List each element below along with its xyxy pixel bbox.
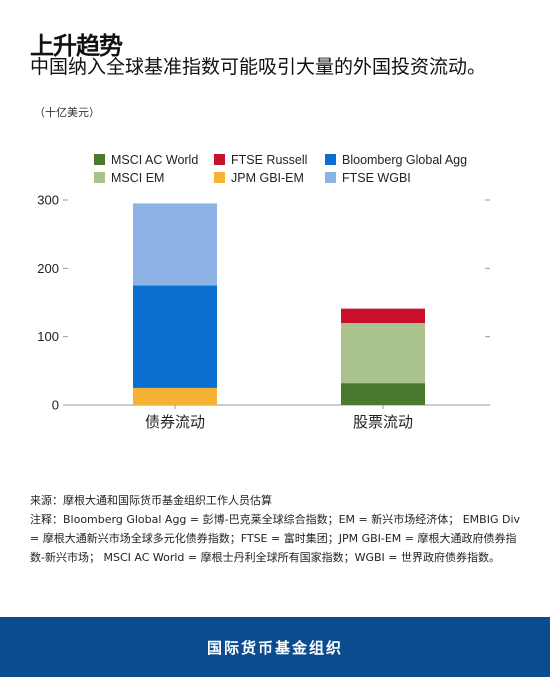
x-tick-label-0: 债券流动 xyxy=(145,413,205,431)
bar-segment-1-msci-ac-world xyxy=(341,383,425,405)
y-tick-label-300: 300 xyxy=(37,193,59,208)
footnote: 注释：Bloomberg Global Agg = 彭博-巴克莱全球综合指数；E… xyxy=(30,513,521,564)
legend-label-ftse-wgbi: FTSE WGBI xyxy=(342,171,411,185)
x-tick-label-1: 股票流动 xyxy=(353,413,413,431)
y-tick-label-100: 100 xyxy=(37,329,59,344)
footer-bar: 国际货币基金组织 xyxy=(0,617,550,677)
source-note: 来源：摩根大通和国际货币基金组织工作人员估算 xyxy=(30,494,272,507)
legend-label-jpm-gbi-em: JPM GBI-EM xyxy=(231,171,304,185)
chart-bars xyxy=(133,203,425,405)
legend-swatch-jpm-gbi-em xyxy=(214,172,225,183)
legend-label-msci-em: MSCI EM xyxy=(111,171,164,185)
legend-label-msci-ac-world: MSCI AC World xyxy=(111,153,198,167)
bar-segment-0-ftse-wgbi xyxy=(133,203,217,286)
bar-segment-1-msci-em xyxy=(341,323,425,384)
bar-segment-0-bloomberg-global-agg xyxy=(133,285,217,388)
legend-label-ftse-russell: FTSE Russell xyxy=(231,153,307,167)
legend-swatch-msci-ac-world xyxy=(94,154,105,165)
bar-segment-0-jpm-gbi-em xyxy=(133,387,217,405)
chart-subtitle: 中国纳入全球基准指数可能吸引大量的外国投资流动。 xyxy=(30,56,487,78)
bar-segment-1-ftse-russell xyxy=(341,308,425,323)
chart-title: 上升趋势 xyxy=(30,32,123,60)
stacked-bar-chart: MSCI AC World FTSE Russell Bloomberg Globa… xyxy=(37,153,490,431)
footer-org-name: 国际货币基金组织 xyxy=(206,638,343,657)
legend-swatch-bloomberg-global-agg xyxy=(325,154,336,165)
legend-label-bloomberg-global-agg: Bloomberg Global Agg xyxy=(342,153,467,167)
unit-label: （十亿美元） xyxy=(34,106,100,119)
legend-swatch-msci-em xyxy=(94,172,105,183)
legend-swatch-ftse-russell xyxy=(214,154,225,165)
y-tick-label-200: 200 xyxy=(37,261,59,276)
notes-block: 来源：摩根大通和国际货币基金组织工作人员估算 注释：Bloomberg Glob… xyxy=(30,491,522,567)
legend-swatch-ftse-wgbi xyxy=(325,172,336,183)
y-tick-label-0: 0 xyxy=(52,398,59,413)
chart-legend: MSCI AC World FTSE Russell Bloomberg Globa… xyxy=(94,153,467,185)
